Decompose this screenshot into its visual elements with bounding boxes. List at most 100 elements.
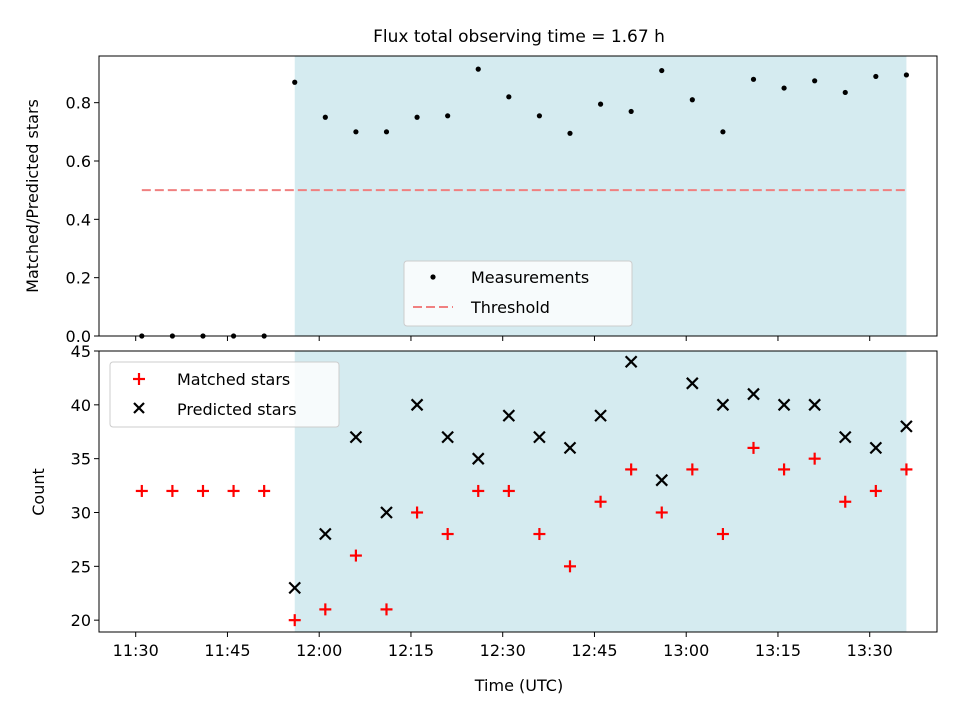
predicted-star-point [349, 430, 363, 444]
predicted-stars-points [288, 355, 913, 595]
matched-star-point [411, 506, 424, 519]
matched-star-point [472, 484, 485, 497]
y-tick-label: 45 [71, 342, 91, 361]
top-x-ticks [135, 336, 871, 341]
matched-star-point [319, 603, 332, 616]
matched-star-point [686, 463, 699, 476]
y-tick-label: 20 [71, 611, 91, 630]
bottom-y-axis-label: Count [29, 468, 48, 516]
chart-title: Flux total observing time = 1.67 h [373, 27, 665, 47]
x-tick-label: 12:00 [296, 641, 342, 660]
matched-star-point [778, 463, 791, 476]
matched-star-point [716, 528, 729, 541]
matched-star-point [655, 506, 668, 519]
measurement-point [659, 67, 665, 74]
x-tick-label: 11:45 [204, 641, 250, 660]
matched-star-point [900, 463, 913, 476]
matched-star-point [594, 495, 607, 508]
legend-measurements-marker [430, 274, 436, 280]
legend-measurements-label: Measurements [471, 268, 589, 287]
y-tick-label: 35 [71, 450, 91, 469]
predicted-star-point [288, 581, 302, 595]
matched-star-point [196, 484, 209, 497]
top-legend: Measurements Threshold [403, 260, 633, 327]
predicted-star-point [380, 506, 393, 519]
y-tick-label: 0.2 [66, 269, 91, 288]
matched-star-point [563, 560, 576, 573]
measurement-point [353, 129, 359, 135]
top-y-axis-label: Matched/Predicted stars [23, 99, 42, 293]
x-axis-label: Time (UTC) [474, 676, 563, 695]
predicted-star-point [869, 441, 883, 455]
x-tick-label: 13:15 [755, 641, 801, 660]
predicted-star-point [838, 430, 852, 444]
bottom-legend: Matched stars Predicted stars [109, 361, 340, 428]
measurement-point [445, 113, 451, 119]
predicted-star-point [655, 473, 669, 487]
matched-star-point [747, 441, 760, 454]
matched-star-point [227, 484, 240, 497]
matched-star-point [288, 614, 301, 627]
predicted-star-point [900, 420, 913, 433]
bottom-legend-box [109, 361, 340, 428]
measurement-point [597, 101, 604, 107]
bottom-panel: 20 25 30 35 40 45 11:30 11:45 12:00 12:15 12:30 12… [29, 342, 938, 695]
matched-star-point [808, 452, 821, 465]
measurement-point [812, 78, 818, 84]
predicted-star-point [624, 355, 638, 369]
y-tick-label: 0.8 [66, 94, 91, 113]
measurement-point [536, 113, 543, 119]
y-tick-label: 0.0 [66, 327, 91, 346]
predicted-star-point [686, 377, 699, 390]
matched-star-point [166, 484, 179, 497]
predicted-star-point [563, 441, 577, 455]
predicted-star-point [471, 452, 485, 465]
bottom-x-ticks: 11:30 11:45 12:00 12:15 12:30 12:45 13:00 13:15… [113, 632, 893, 660]
top-legend-box [403, 260, 633, 327]
measurement-point [842, 89, 848, 96]
y-tick-label: 40 [71, 396, 91, 415]
measurement-point [750, 76, 757, 82]
measurement-point [873, 73, 879, 80]
measurement-point [322, 114, 328, 120]
top-axes-frame [98, 55, 938, 337]
measurement-point [292, 79, 298, 85]
measurement-point [781, 85, 787, 91]
x-tick-label: 12:30 [480, 641, 526, 660]
matched-star-point [441, 528, 454, 541]
predicted-star-point [777, 398, 791, 412]
y-tick-label: 25 [71, 557, 91, 576]
x-tick-label: 13:30 [847, 641, 893, 660]
matched-star-point [135, 484, 148, 497]
predicted-star-point [533, 430, 546, 444]
x-tick-label: 13:00 [663, 641, 709, 660]
measurement-point [720, 129, 726, 135]
legend-threshold-label: Threshold [470, 298, 550, 317]
predicted-star-point [441, 430, 454, 444]
measurement-point [903, 72, 910, 78]
legend-matched-label: Matched stars [177, 370, 290, 389]
predicted-star-point [808, 398, 821, 412]
measurement-point [506, 94, 512, 100]
x-tick-label: 12:15 [388, 641, 434, 660]
y-tick-label: 0.6 [66, 152, 91, 171]
measurement-points [139, 66, 910, 339]
y-tick-label: 0.4 [66, 210, 91, 229]
measurement-point [689, 97, 695, 103]
top-y-ticks: 0.0 0.2 0.4 0.6 0.8 [66, 94, 99, 346]
legend-predicted-label: Predicted stars [177, 400, 297, 419]
matched-star-point [839, 495, 852, 508]
predicted-star-point [594, 409, 607, 422]
x-tick-label: 12:45 [571, 641, 617, 660]
matched-star-point [380, 603, 393, 616]
legend-matched-marker [133, 373, 145, 385]
measurement-point [475, 66, 481, 72]
matched-stars-points [135, 441, 913, 627]
measurement-point [628, 108, 634, 115]
predicted-star-point [410, 398, 424, 412]
top-panel: 0.00.20.40.60.8 Matched/Predicted stars … [23, 55, 938, 346]
predicted-star-point [502, 409, 516, 422]
y-tick-label: 30 [71, 503, 91, 522]
predicted-star-point [319, 527, 332, 541]
